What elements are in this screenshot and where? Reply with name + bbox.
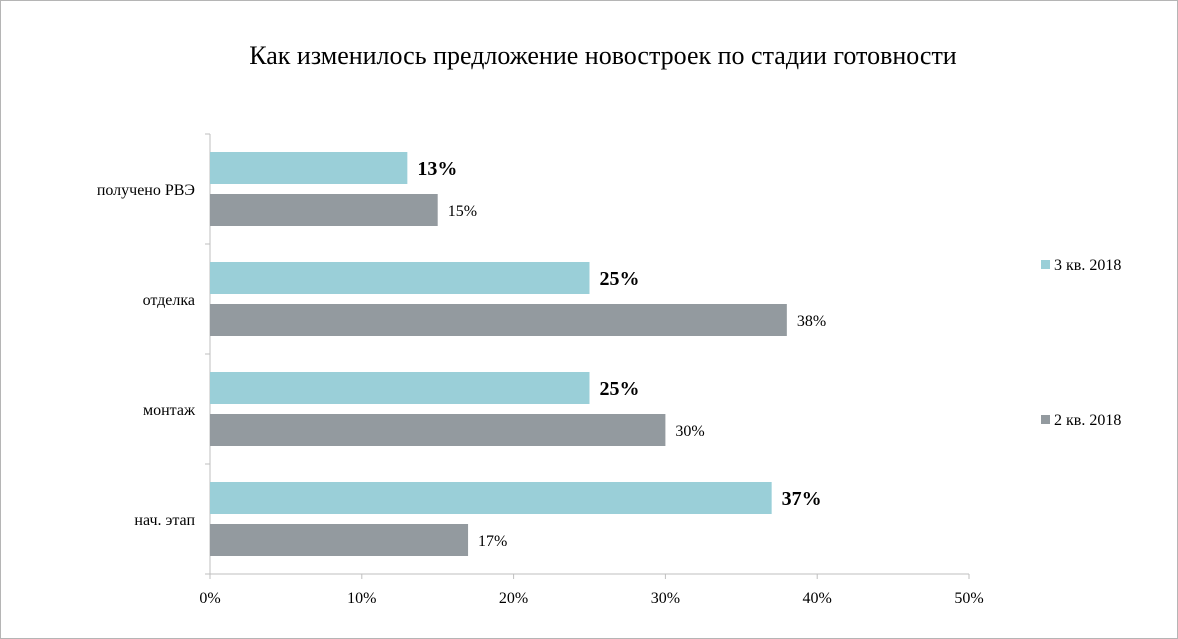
x-tick-label: 0% (199, 590, 220, 607)
x-tick-label: 40% (803, 590, 832, 607)
bar (210, 482, 772, 514)
chart-title: Как изменилось предложение новостроек по… (249, 41, 957, 70)
data-label: 25% (600, 268, 640, 290)
bar (210, 304, 787, 336)
x-tick-label: 10% (347, 590, 376, 607)
bars: 13% 15% 25% 38% 25% 30% 37% 17% (210, 152, 826, 556)
x-tick-label: 20% (499, 590, 528, 607)
data-label: 15% (448, 203, 477, 220)
category-label: монтаж (143, 402, 196, 419)
category-label: нач. этап (134, 512, 195, 529)
bar (210, 372, 590, 404)
data-label: 25% (600, 378, 640, 400)
axes: 0% 10% 20% 30% 40% 50% получено РВЭ отделка монт… (97, 133, 984, 607)
bar (210, 414, 666, 446)
legend-swatch (1041, 415, 1050, 424)
bar (210, 524, 469, 556)
legend-label: 3 кв. 2018 (1054, 257, 1121, 274)
bar (210, 194, 438, 226)
category-label: получено РВЭ (97, 182, 195, 199)
bar (210, 262, 590, 294)
data-label: 17% (478, 533, 507, 550)
data-label: 13% (417, 158, 457, 180)
bar (210, 152, 408, 184)
x-tick-label: 50% (954, 590, 983, 607)
data-label: 30% (675, 423, 704, 440)
legend: 3 кв. 2018 2 кв. 2018 (1041, 257, 1121, 429)
x-tick-label: 30% (651, 590, 680, 607)
legend-label: 2 кв. 2018 (1054, 412, 1121, 429)
legend-swatch (1041, 260, 1050, 269)
category-label: отделка (143, 292, 195, 309)
data-label: 38% (797, 313, 826, 330)
data-label: 37% (782, 488, 822, 510)
